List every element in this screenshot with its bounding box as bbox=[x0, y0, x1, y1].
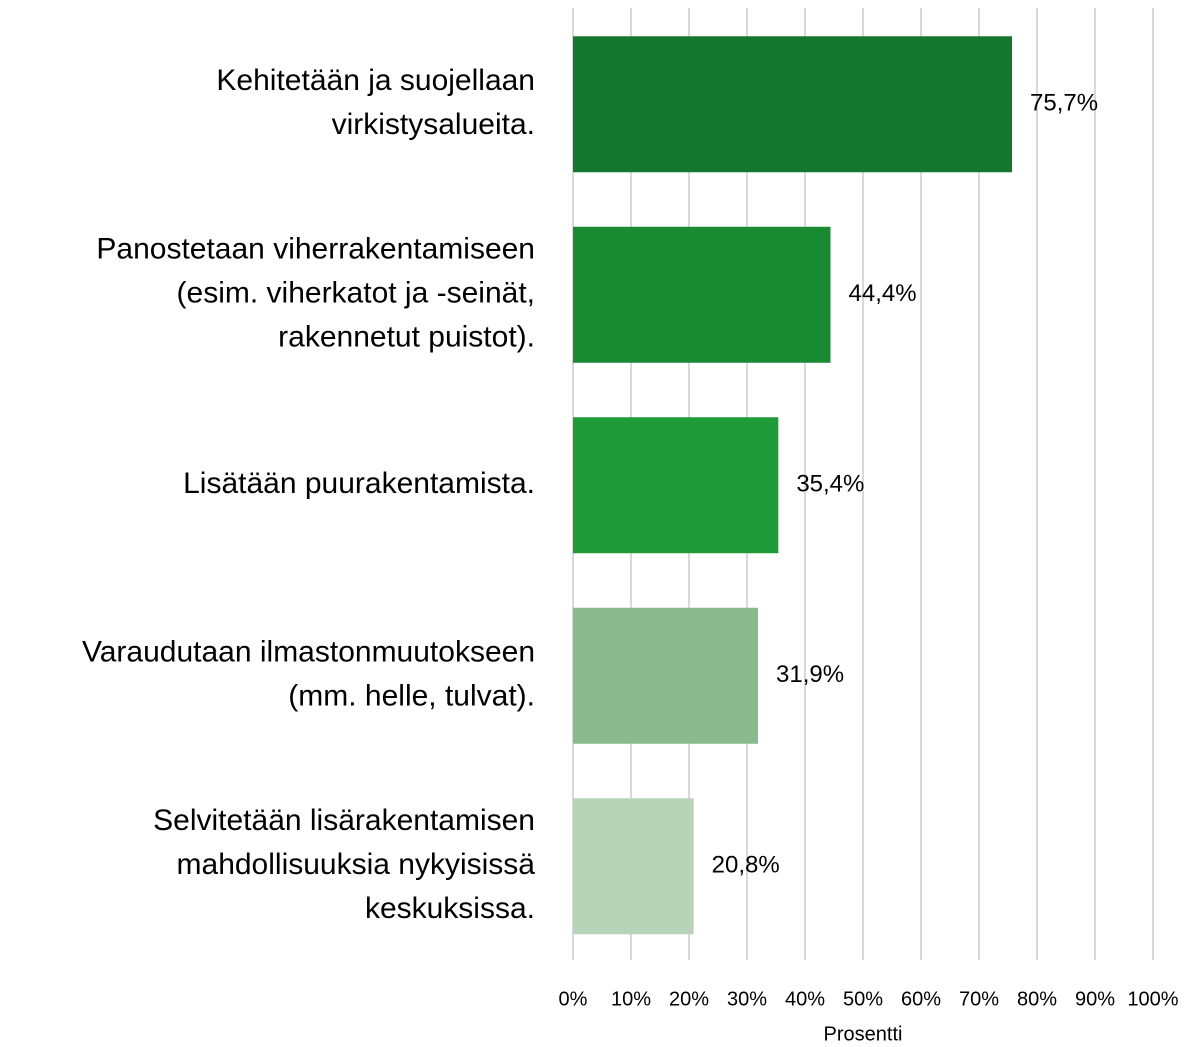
y-tick-label: mahdollisuuksia nykyisissä bbox=[177, 848, 536, 881]
x-tick-label: 70% bbox=[959, 988, 999, 1010]
x-tick-label: 20% bbox=[669, 988, 709, 1010]
x-tick-label: 30% bbox=[727, 988, 767, 1010]
y-tick-label: (mm. helle, tulvat). bbox=[288, 680, 535, 713]
y-tick-label: Varaudutaan ilmastonmuutokseen bbox=[82, 636, 535, 669]
y-tick-label: Lisätään puurakentamista. bbox=[183, 467, 535, 500]
value-label: 31,9% bbox=[776, 661, 844, 688]
y-tick-label: keskuksissa. bbox=[365, 892, 535, 925]
x-tick-label: 0% bbox=[559, 988, 588, 1010]
bar bbox=[573, 226, 831, 363]
x-tick-label: 40% bbox=[785, 988, 825, 1010]
x-tick-label: 60% bbox=[901, 988, 941, 1010]
y-tick-label: (esim. viherkatot ja -seinät, bbox=[177, 277, 535, 310]
x-tick-label: 100% bbox=[1127, 988, 1178, 1010]
bar bbox=[573, 798, 694, 935]
x-tick-label: 90% bbox=[1075, 988, 1115, 1010]
x-tick-label: 80% bbox=[1017, 988, 1057, 1010]
bar bbox=[573, 607, 759, 744]
y-tick-label: Selvitetään lisärakentamisen bbox=[153, 804, 535, 837]
value-label: 35,4% bbox=[796, 471, 864, 498]
y-tick-label: virkistysalueita. bbox=[332, 108, 535, 141]
value-label: 75,7% bbox=[1030, 90, 1098, 117]
y-tick-label: rakennetut puistot). bbox=[278, 321, 535, 354]
value-label: 20,8% bbox=[712, 852, 780, 879]
bar bbox=[573, 36, 1013, 173]
x-tick-label: 10% bbox=[611, 988, 651, 1010]
x-axis-title: Prosentti bbox=[824, 1023, 903, 1045]
bar bbox=[573, 417, 779, 554]
y-tick-label: Panostetaan viherrakentamiseen bbox=[96, 233, 535, 266]
x-tick-label: 50% bbox=[843, 988, 883, 1010]
value-label: 44,4% bbox=[849, 280, 917, 307]
y-tick-label: Kehitetään ja suojellaan bbox=[216, 64, 535, 97]
